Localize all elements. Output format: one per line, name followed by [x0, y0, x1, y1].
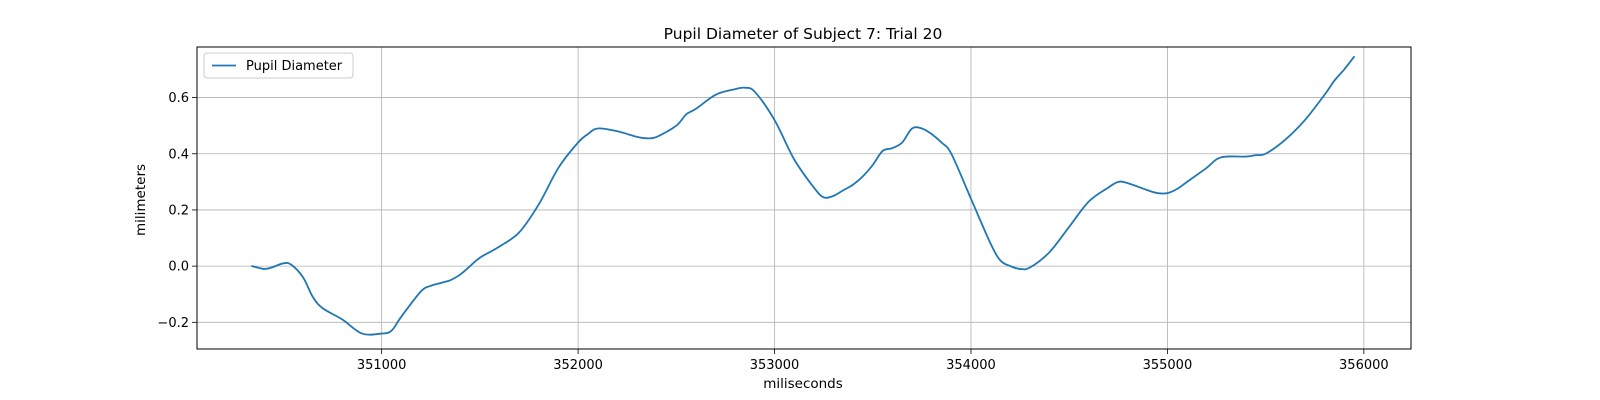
- legend-box: [203, 52, 354, 79]
- legend: Pupil Diameter: [203, 52, 354, 79]
- y-tick-label: 0.4: [168, 147, 189, 162]
- x-tick-label: 353000: [750, 358, 800, 373]
- y-tick-label: 0.2: [168, 203, 189, 218]
- chart-title: Pupil Diameter of Subject 7: Trial 20: [664, 25, 943, 43]
- y-tick-label: 0.0: [168, 260, 189, 275]
- y-tick-label: −0.2: [157, 316, 189, 331]
- series-layer: [251, 55, 1355, 336]
- x-tick-label: 355000: [1143, 358, 1193, 373]
- plot-frame: [196, 46, 1412, 350]
- x-tick-label: 356000: [1339, 358, 1389, 373]
- x-tick-label: 354000: [946, 358, 996, 373]
- y-axis-title: milimeters: [133, 164, 149, 236]
- legend-label: Pupil Diameter: [246, 59, 343, 74]
- axis-ticks: 351000 352000 353000 354000 355000 356000 −0.2…: [157, 91, 1388, 373]
- grid: [197, 47, 1411, 349]
- x-tick-label: 351000: [357, 358, 407, 373]
- y-tick-label: 0.6: [168, 91, 189, 106]
- x-axis-title: miliseconds: [763, 376, 843, 392]
- x-tick-label: 352000: [553, 358, 603, 373]
- series-line-pupil-diameter: [251, 55, 1355, 336]
